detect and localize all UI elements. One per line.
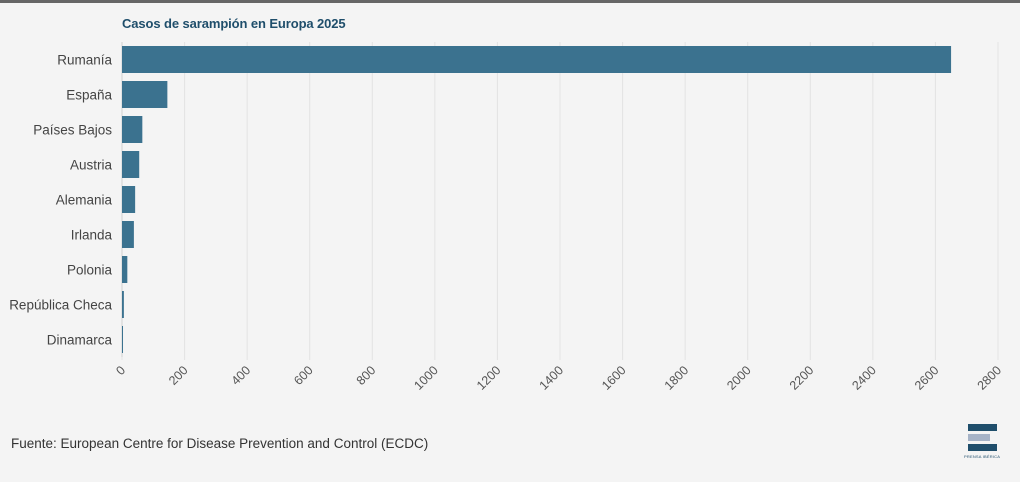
category-label: Rumanía [57,53,112,68]
bar [122,186,136,213]
bar [122,81,168,108]
category-label: República Checa [9,298,112,313]
x-tick-label: 1400 [537,363,567,393]
publisher-logo: PRENSA IBÉRICA [964,424,1000,462]
logo-text: PRENSA IBÉRICA [964,454,1001,459]
bar [122,256,128,283]
bar [122,46,952,73]
bar [122,291,124,318]
bar-chart: 0 200 400 600 800 1000 1200 1400 1600 1800 2000 220… [9,42,1005,393]
x-tick-label: 2000 [724,363,754,393]
x-tick-label: 400 [229,363,254,388]
logo-bar-top [968,424,997,431]
bar [122,326,123,353]
category-label: Dinamarca [47,333,113,348]
logo-bar-middle [968,434,990,441]
x-tick-label: 1000 [411,363,441,393]
x-tick-label: 0 [113,363,128,378]
category-label: Austria [70,158,113,173]
bar [122,221,134,248]
x-tick-label: 1600 [599,363,629,393]
category-label: Irlanda [71,228,113,243]
bar [122,116,143,143]
x-tick-label: 800 [354,363,379,388]
top-rule [0,0,1020,3]
logo-bar-bottom [968,444,997,451]
category-label: Países Bajos [33,123,112,138]
x-tick-label: 1200 [474,363,504,393]
x-tick-label: 2800 [975,363,1005,393]
category-label: Alemania [56,193,113,208]
chart-title: Casos de sarampión en Europa 2025 [122,16,346,31]
category-label: España [66,88,112,103]
x-tick-label: 2600 [912,363,942,393]
source-note: Fuente: European Centre for Disease Prev… [11,436,429,451]
x-tick-label: 2400 [849,363,879,393]
category-label: Polonia [67,263,113,278]
x-tick-label: 2200 [787,363,817,393]
bar [122,151,140,178]
x-tick-label: 600 [291,363,316,388]
x-tick-label: 1800 [662,363,692,393]
x-tick-label: 200 [166,363,191,388]
